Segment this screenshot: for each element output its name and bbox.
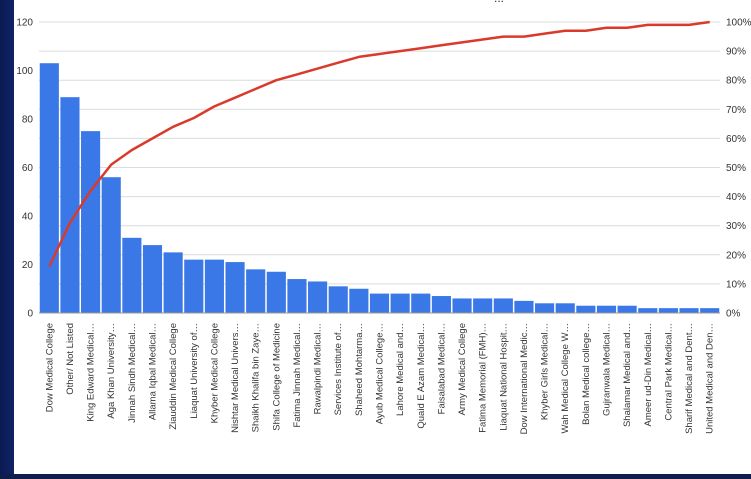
x-tick-label: Dow International Medic…: [519, 323, 530, 434]
bar: [184, 259, 204, 313]
bar: [142, 245, 163, 313]
bar: [700, 308, 720, 313]
x-tick-label: Central Park Medical…: [663, 323, 674, 421]
x-tick-label: Khyber Girls Medical…: [540, 323, 551, 420]
bar: [576, 305, 596, 313]
x-tick-label: Services Institute of…: [333, 323, 344, 415]
y-tick-label: 80: [22, 115, 34, 126]
x-tick-label: Rawalpindi Medical…: [313, 323, 324, 414]
x-tick-label: Bolan Medical college…: [581, 323, 592, 425]
bar: [514, 300, 534, 313]
bar: [555, 303, 575, 313]
x-tick-label: Dow Medical College: [44, 323, 55, 412]
stub-text: ...: [494, 0, 504, 5]
y2-tick-label: 40%: [726, 192, 746, 203]
bar: [390, 293, 410, 313]
y2-tick-label: 90%: [726, 47, 746, 58]
x-tick-label: Shaheed Mohtarma…: [354, 323, 365, 416]
x-tick-label: Sharif Medical and Dent…: [684, 323, 695, 434]
bar: [535, 303, 555, 313]
x-tick-label: Shaikh Khalifa bin Zaye…: [251, 323, 262, 432]
chart-panel: ... 0 20 40 60 80 100 120 0% 10% 20% 30% 40% 50% 60%…: [14, 0, 751, 474]
bar: [431, 296, 451, 313]
cumulative-line-series: [48, 20, 710, 267]
y-axis-left: 0 20 40 60 80 100 120: [16, 18, 33, 320]
y2-tick-label: 10%: [726, 279, 746, 290]
bar: [411, 293, 431, 313]
y2-tick-label: 80%: [726, 76, 746, 87]
x-tick-label: Fatima Memorial (FMH)…: [478, 323, 489, 433]
y2-tick-label: 70%: [726, 105, 746, 116]
y2-tick-label: 50%: [726, 163, 746, 174]
bar-series: [39, 63, 720, 313]
x-tick-label: United Medical and Den…: [705, 323, 716, 434]
bar: [39, 63, 59, 313]
y-tick-label: 100: [16, 66, 33, 77]
bar: [122, 237, 142, 313]
x-tick-label: Lahore Medical and…: [395, 323, 406, 416]
x-tick-label: Allama Iqbal Medical…: [148, 323, 159, 420]
x-axis: Dow Medical College Other/ Not Listed King…: [39, 312, 720, 434]
x-tick-label: Ayub Medical College…: [375, 323, 386, 424]
x-tick-label: Jinnah Sindh Medical…: [127, 323, 138, 423]
bar: [473, 298, 493, 313]
y2-tick-label: 0%: [726, 309, 741, 320]
x-tick-label: Shifa College of Medicine: [271, 323, 282, 431]
bar: [308, 281, 328, 313]
x-tick-label: Ameer ud-Din Medical…: [643, 323, 654, 426]
bar: [287, 279, 307, 313]
bar: [81, 131, 101, 313]
bar: [452, 298, 472, 313]
x-tick-label: Gujranwala Medical…: [602, 323, 613, 416]
y-tick-label: 40: [22, 212, 34, 223]
y-tick-label: 20: [22, 260, 34, 271]
bar: [163, 252, 183, 313]
x-tick-label: Other/ Not Listed: [65, 323, 76, 395]
x-tick-label: Quaid E Azam Medical…: [416, 323, 427, 429]
y-tick-label: 0: [27, 309, 33, 320]
y2-tick-label: 100%: [726, 18, 751, 29]
bar: [225, 262, 245, 313]
bar: [617, 305, 637, 313]
bar: [493, 298, 513, 313]
cumulative-line: [48, 20, 710, 267]
x-tick-label: Ziauddin Medical College: [168, 323, 179, 430]
bar: [101, 177, 121, 313]
x-tick-label: Nishtar Medical Univers…: [230, 323, 241, 433]
y2-tick-label: 20%: [726, 250, 746, 261]
bar: [658, 308, 678, 313]
x-tick-label: Khyber Medical College: [209, 323, 220, 423]
y-axis-right: 0% 10% 20% 30% 40% 50% 60% 70% 80% 90% 100%: [726, 18, 751, 320]
bar: [369, 293, 390, 313]
y-tick-label: 120: [16, 18, 33, 29]
bar: [246, 269, 266, 313]
x-tick-label: Faisalabad Medical…: [436, 323, 447, 414]
y2-tick-label: 60%: [726, 134, 746, 145]
x-tick-label: Shalamar Medical and…: [622, 323, 633, 427]
bar: [349, 288, 369, 313]
x-tick-label: Liaquat University of…: [189, 323, 200, 419]
x-tick-label: King Edward Medical…: [86, 323, 97, 422]
bar: [638, 308, 658, 313]
bar: [204, 259, 224, 313]
x-tick-label: Army Medical College: [457, 323, 468, 415]
x-tick-label: Liaquat National Hospit…: [498, 323, 509, 431]
y-tick-label: 60: [22, 163, 34, 174]
bar: [679, 308, 699, 313]
x-tick-label: Aga Khan University…: [106, 323, 117, 419]
x-tick-label: Wah Medical College W…: [560, 323, 571, 434]
x-tick-label: Fatima Jinnah Medical…: [292, 323, 303, 428]
bar: [266, 271, 286, 313]
bar: [596, 305, 617, 313]
pareto-chart: 0 20 40 60 80 100 120 0% 10% 20% 30% 40% 50% 60% 70% 8…: [16, 18, 751, 435]
bar: [328, 286, 348, 313]
bar: [60, 97, 80, 313]
y2-tick-label: 30%: [726, 221, 746, 232]
